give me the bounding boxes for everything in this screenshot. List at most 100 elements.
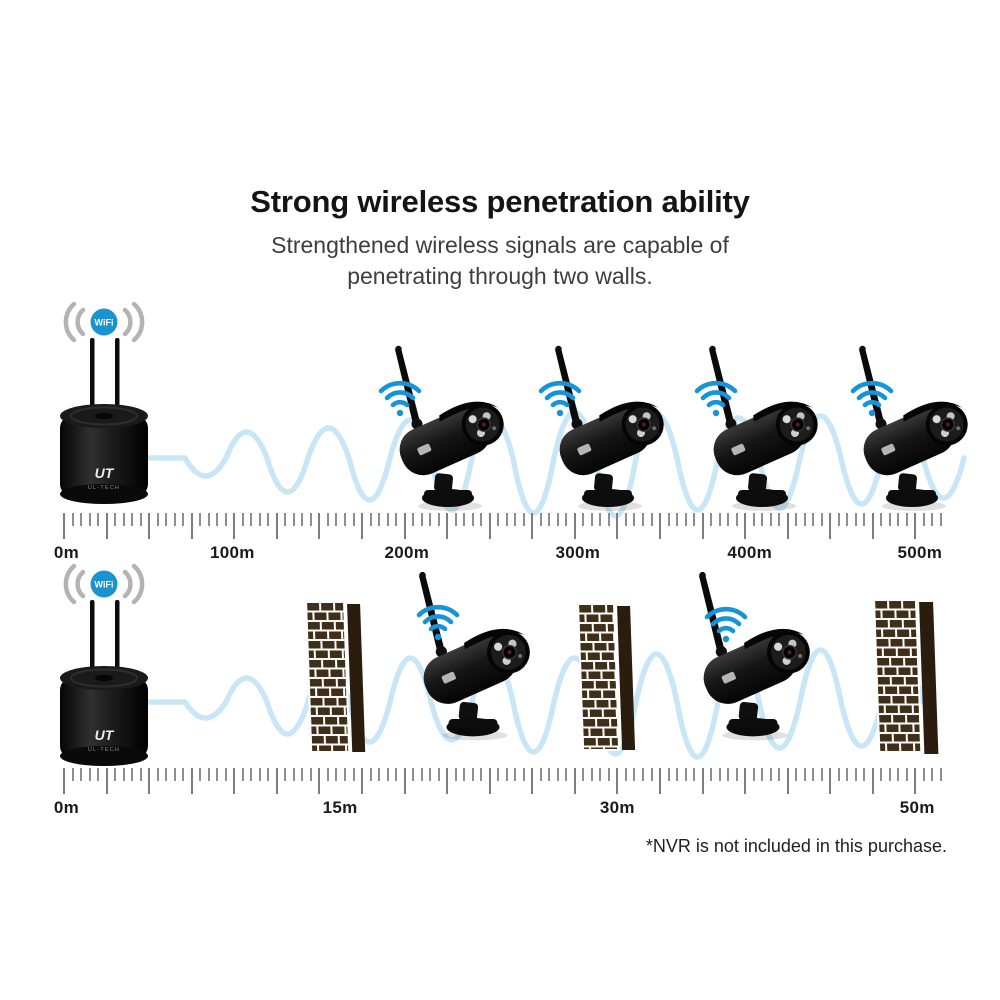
- ruler-label: 30m: [599, 798, 635, 817]
- ruler-tick: [880, 768, 883, 781]
- ruler-tick: [752, 513, 755, 526]
- ruler-tick: [190, 768, 193, 794]
- brick-wall: [304, 601, 366, 753]
- ruler-tick: [667, 768, 670, 781]
- receiver-antennas: [90, 600, 120, 680]
- ruler-tick: [931, 513, 934, 526]
- ruler-tick: [173, 513, 176, 526]
- ruler-tick: [590, 513, 593, 526]
- ruler-tick: [556, 513, 559, 526]
- subtitle-line-2: penetrating through two walls.: [347, 263, 653, 289]
- ruler-tick: [386, 768, 389, 781]
- ruler-tick: [292, 768, 295, 781]
- ruler-tick: [684, 768, 687, 781]
- ruler-tick: [216, 768, 219, 781]
- wireless-camera: [859, 345, 968, 511]
- ruler-tick: [173, 768, 176, 781]
- ruler-label: 500m: [897, 543, 943, 562]
- wifi-signal-icon: [378, 380, 422, 417]
- ruler-tick: [284, 513, 287, 526]
- nvr-receiver: WiFi UT UL-TECH: [60, 301, 148, 504]
- wifi-signal-icon: [850, 380, 894, 417]
- ruler-tick: [190, 513, 193, 539]
- ruler-tick: [420, 513, 423, 526]
- ruler-tick: [250, 513, 253, 526]
- receiver-antennas: [90, 338, 120, 418]
- ruler-tick: [258, 513, 261, 526]
- ruler-tick: [854, 768, 857, 781]
- ruler-label: 0m: [53, 543, 80, 562]
- camera-body: [423, 628, 530, 704]
- ruler-tick: [378, 768, 381, 781]
- camera-mount: [446, 701, 500, 737]
- ruler-tick: [778, 513, 781, 526]
- ruler-tick: [531, 513, 534, 539]
- ruler-label: 400m: [727, 543, 773, 562]
- ruler-tick: [437, 768, 440, 781]
- ruler-tick: [88, 513, 91, 526]
- ruler-tick: [148, 768, 151, 794]
- ruler-tick: [769, 513, 772, 526]
- ruler-tick: [80, 513, 83, 526]
- ruler-tick: [556, 768, 559, 781]
- distance-ruler-bottom-labels: 0m 15m 30m 50m: [54, 798, 940, 820]
- ruler-tick: [343, 768, 346, 781]
- ruler-tick: [412, 768, 415, 781]
- page-title: Strong wireless penetration ability: [250, 184, 750, 219]
- ruler-tick: [795, 768, 798, 781]
- ruler-tick: [412, 513, 415, 526]
- ruler-tick: [931, 768, 934, 781]
- ruler-tick: [224, 513, 227, 526]
- ruler-tick: [573, 513, 576, 539]
- receiver-body: UT UL-TECH: [60, 404, 148, 504]
- ruler-tick: [854, 513, 857, 526]
- ruler-tick: [548, 768, 551, 781]
- ruler-tick: [326, 513, 329, 526]
- ruler-tick: [199, 513, 202, 526]
- ruler-tick: [744, 513, 747, 539]
- ruler-tick: [233, 513, 236, 539]
- ruler-tick: [284, 768, 287, 781]
- wireless-camera: [555, 345, 664, 511]
- ruler-tick: [633, 768, 636, 781]
- brick-wall: [576, 603, 636, 751]
- ruler-tick: [624, 513, 627, 526]
- ruler-tick: [224, 768, 227, 781]
- brick-wall: [872, 599, 939, 755]
- ruler-tick: [80, 768, 83, 781]
- wifi-badge: WiFi: [63, 301, 145, 343]
- ruler-tick: [539, 768, 542, 781]
- ruler-tick: [114, 768, 117, 781]
- ruler-tick: [156, 768, 159, 781]
- ruler-tick: [88, 768, 91, 781]
- camera-body: [399, 401, 504, 476]
- ruler-label: 15m: [322, 798, 358, 817]
- camera-body: [863, 401, 968, 476]
- ruler-tick: [752, 768, 755, 781]
- camera-mount: [582, 473, 634, 507]
- ruler-tick: [914, 768, 917, 794]
- ruler-tick: [522, 513, 525, 526]
- receiver-logo-sub: UL-TECH: [88, 485, 120, 491]
- ruler-tick: [463, 768, 466, 781]
- ruler-tick: [761, 513, 764, 526]
- ruler-tick: [684, 513, 687, 526]
- ruler-tick: [761, 768, 764, 781]
- ruler-tick: [309, 513, 312, 526]
- ruler-tick: [829, 513, 832, 539]
- wifi-signal-icon: [416, 604, 460, 641]
- ruler-tick: [114, 513, 117, 526]
- ruler-tick: [514, 768, 517, 781]
- ruler-label: 100m: [209, 543, 255, 562]
- ruler-tick: [786, 768, 789, 794]
- ruler-tick: [446, 513, 449, 539]
- ruler-tick: [641, 768, 644, 781]
- ruler-tick: [820, 513, 823, 526]
- ruler-tick: [326, 768, 329, 781]
- ruler-tick: [267, 768, 270, 781]
- ruler-tick: [258, 768, 261, 781]
- ruler-tick: [880, 513, 883, 526]
- ruler-tick: [71, 768, 74, 781]
- camera-antenna: [418, 571, 447, 658]
- ruler-tick: [693, 513, 696, 526]
